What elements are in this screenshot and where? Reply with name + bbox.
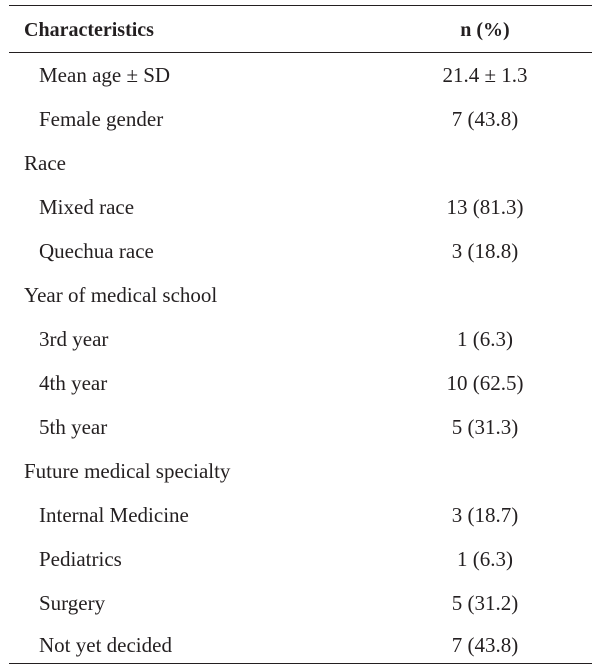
- table-top-rule: [9, 5, 592, 6]
- table-section-future-medical-specialty: Future medical specialty: [0, 449, 603, 493]
- row-label: Pediatrics: [39, 547, 122, 571]
- table-row-quechua-race: Quechua race 3 (18.8): [0, 229, 603, 273]
- table-row-female-gender: Female gender 7 (43.8): [0, 97, 603, 141]
- row-value: 21.4 ± 1.3: [442, 63, 528, 87]
- row-value: 7 (43.8): [451, 107, 519, 131]
- row-label: Mixed race: [39, 195, 135, 219]
- table-row-pediatrics: Pediatrics 1 (6.3): [0, 537, 603, 581]
- header-characteristics: Characteristics: [24, 19, 154, 41]
- table-section-race: Race: [0, 141, 603, 185]
- row-value: 1 (6.3): [457, 547, 513, 571]
- row-label: Internal Medicine: [39, 503, 189, 527]
- table-header-row: Characteristics n (%): [0, 8, 603, 52]
- row-value: 1 (6.3): [457, 327, 513, 351]
- section-label: Race: [24, 151, 66, 175]
- row-label: 5th year: [39, 415, 108, 439]
- table-row-mean-age: Mean age ± SD 21.4 ± 1.3: [0, 53, 603, 97]
- table-header-rule: [9, 52, 592, 53]
- header-n-percent: n (%): [460, 19, 510, 41]
- row-label: 4th year: [39, 371, 108, 395]
- row-value: 3 (18.8): [451, 239, 519, 263]
- table-row-3rd-year: 3rd year 1 (6.3): [0, 317, 603, 361]
- row-label: Not yet decided: [39, 633, 172, 657]
- table-row-internal-medicine: Internal Medicine 3 (18.7): [0, 493, 603, 537]
- row-label: Female gender: [39, 107, 164, 131]
- section-label: Future medical specialty: [24, 459, 231, 483]
- table-row-surgery: Surgery 5 (31.2): [0, 581, 603, 625]
- table-row-mixed-race: Mixed race 13 (81.3): [0, 185, 603, 229]
- row-label: Quechua race: [39, 239, 154, 263]
- row-value: 13 (81.3): [446, 195, 524, 219]
- row-value: 7 (43.8): [451, 633, 519, 657]
- row-label: Surgery: [39, 591, 106, 615]
- table-row-5th-year: 5th year 5 (31.3): [0, 405, 603, 449]
- table-row-4th-year: 4th year 10 (62.5): [0, 361, 603, 405]
- row-label: Mean age ± SD: [39, 63, 171, 87]
- row-value: 5 (31.3): [451, 415, 519, 439]
- table-bottom-rule: [9, 663, 592, 664]
- table-section-year-of-medical-school: Year of medical school: [0, 273, 603, 317]
- table-row-not-yet-decided: Not yet decided 7 (43.8): [0, 625, 603, 663]
- section-label: Year of medical school: [24, 283, 218, 307]
- row-value: 5 (31.2): [451, 591, 519, 615]
- row-value: 10 (62.5): [446, 371, 524, 395]
- row-label: 3rd year: [39, 327, 109, 351]
- row-value: 3 (18.7): [451, 503, 519, 527]
